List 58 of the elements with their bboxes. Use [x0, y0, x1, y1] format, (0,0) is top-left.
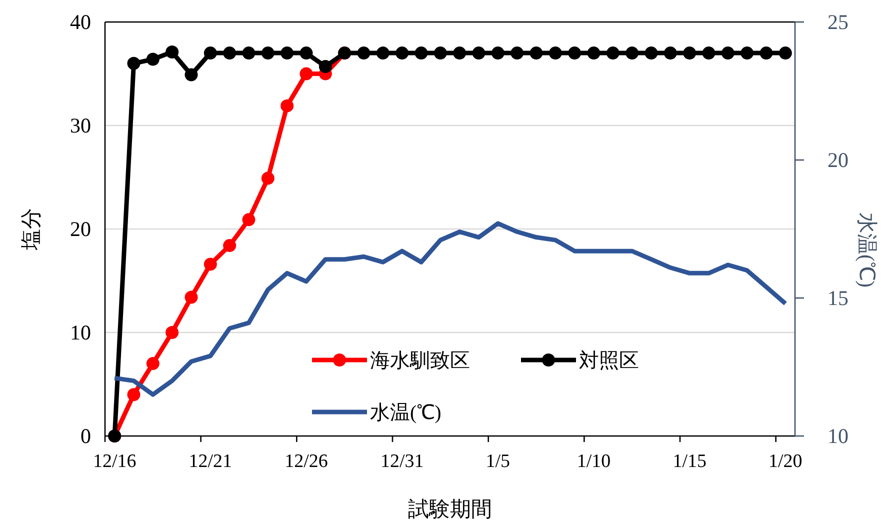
point: [396, 46, 409, 60]
x-tick-label: 1/15: [672, 451, 706, 472]
x-tick-label: 1/10: [576, 451, 611, 472]
point: [587, 46, 600, 60]
point: [530, 46, 543, 60]
y-axis-title: 塩分: [19, 208, 43, 251]
point: [760, 46, 773, 60]
x-tick-label: 12/26: [284, 451, 328, 472]
x-tick-label: 1/20: [768, 451, 802, 472]
point: [261, 46, 274, 60]
y2-axis-title: 水温(℃): [855, 212, 879, 288]
point: [261, 172, 274, 185]
point: [414, 46, 428, 60]
point: [146, 52, 160, 66]
point: [300, 67, 313, 80]
point: [548, 46, 562, 60]
y2-tick-label: 20: [828, 148, 848, 172]
y-tick-label: 10: [70, 320, 91, 344]
y-tick-label: 20: [70, 217, 91, 241]
point: [300, 46, 313, 60]
y2-tick-label: 15: [828, 286, 848, 310]
point: [664, 46, 677, 60]
x-axis-title: 試験期間: [408, 497, 492, 521]
point: [223, 46, 236, 60]
point: [127, 56, 140, 70]
point: [778, 46, 792, 60]
y-tick-label: 40: [70, 10, 91, 34]
point: [280, 99, 294, 112]
point: [510, 46, 524, 60]
point: [491, 46, 504, 60]
point: [280, 46, 294, 60]
point: [357, 46, 370, 60]
y2-tick-label: 10: [828, 424, 848, 448]
point: [242, 46, 256, 60]
point: [644, 46, 658, 60]
point: [434, 46, 447, 60]
x-tick-label: 1/5: [486, 451, 510, 472]
point: [721, 46, 734, 60]
point: [184, 68, 198, 82]
y-tick-label: 0: [80, 424, 91, 448]
y-tick-label: 30: [70, 114, 91, 138]
legend-label: 水温(℃): [370, 402, 442, 424]
point: [683, 46, 696, 60]
point: [376, 46, 390, 60]
point: [606, 46, 620, 60]
point: [204, 46, 217, 60]
x-tick-label: 12/21: [188, 451, 232, 472]
point: [453, 46, 466, 60]
point: [702, 46, 716, 60]
x-tick-label: 12/31: [380, 451, 424, 472]
point: [318, 60, 332, 74]
point: [626, 46, 639, 60]
point: [740, 46, 754, 60]
y2-tick-label: 25: [828, 10, 848, 34]
point: [472, 46, 486, 60]
point: [166, 46, 179, 59]
x-tick-label: 12/16: [92, 451, 136, 472]
point: [568, 46, 582, 60]
